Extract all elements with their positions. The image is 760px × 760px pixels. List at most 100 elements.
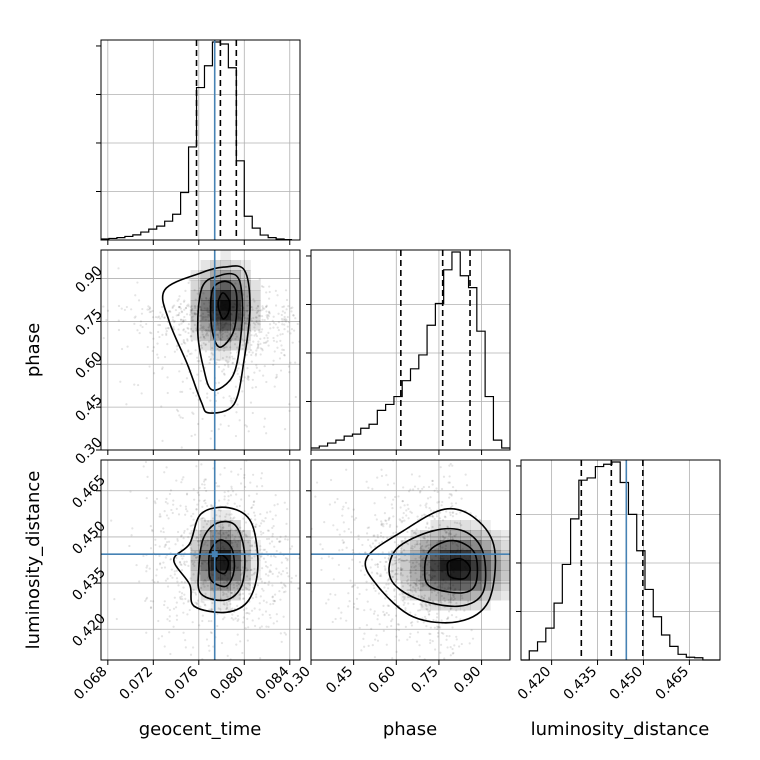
sample-point — [217, 509, 221, 512]
sample-point — [186, 528, 189, 531]
sample-point — [260, 533, 263, 536]
sample-point — [133, 322, 136, 325]
sample-point — [286, 508, 289, 511]
sample-point — [332, 666, 334, 668]
density-cell — [190, 570, 201, 581]
sample-point — [261, 328, 264, 331]
sample-point — [416, 620, 419, 623]
sample-point — [208, 319, 211, 323]
sample-point — [120, 347, 124, 351]
sample-point — [166, 618, 169, 621]
sample-point — [212, 645, 215, 648]
sample-point — [425, 502, 428, 505]
sample-point — [401, 592, 404, 595]
sample-point — [148, 306, 151, 309]
sample-point — [195, 537, 198, 540]
sample-point — [201, 330, 204, 333]
sample-point — [223, 603, 226, 606]
density-cell — [250, 540, 261, 551]
sample-point — [255, 319, 258, 323]
sample-point — [237, 582, 240, 585]
density-cell — [460, 580, 471, 591]
density-cell — [230, 300, 241, 311]
sample-point — [401, 499, 404, 503]
x-tick-label-phase-1: 0.45 — [323, 664, 356, 697]
sample-point — [320, 568, 323, 572]
sample-point — [185, 493, 189, 496]
sample-point — [171, 316, 174, 319]
sample-point — [415, 578, 418, 581]
sample-point — [386, 625, 389, 628]
sample-point — [196, 540, 200, 543]
sample-point — [417, 587, 420, 590]
sample-point — [260, 580, 264, 583]
sample-point — [357, 534, 360, 537]
sample-point — [391, 618, 394, 621]
sample-point — [170, 568, 173, 571]
sample-point — [314, 586, 316, 588]
sample-point — [195, 535, 198, 539]
sample-point — [243, 310, 246, 313]
sample-point — [397, 567, 400, 570]
density-cell — [420, 600, 431, 611]
sample-point — [421, 573, 425, 576]
sample-point — [262, 557, 266, 560]
sample-point — [217, 476, 219, 478]
sample-point — [405, 514, 408, 517]
sample-point — [426, 556, 429, 559]
sample-point — [412, 594, 415, 597]
sample-point — [149, 525, 152, 528]
sample-point — [225, 607, 228, 611]
sample-point — [232, 583, 235, 586]
sample-point — [236, 372, 239, 375]
sample-point — [183, 531, 186, 534]
sample-point — [425, 584, 428, 587]
sample-point — [220, 528, 223, 531]
sample-point — [279, 632, 282, 635]
sample-point — [268, 297, 271, 300]
sample-point — [171, 511, 174, 515]
sample-point — [280, 640, 283, 643]
sample-point — [180, 318, 183, 322]
sample-point — [447, 532, 450, 535]
sample-point — [373, 656, 377, 659]
sample-point — [350, 531, 353, 534]
density-cell — [430, 530, 441, 541]
density-cell — [460, 520, 471, 531]
sample-point — [272, 315, 275, 318]
sample-point — [190, 434, 193, 438]
sample-point — [282, 597, 284, 599]
sample-point — [403, 519, 406, 522]
contour-geocent_time-phase-3 — [217, 292, 231, 320]
sample-point — [158, 335, 161, 339]
sample-point — [250, 353, 253, 357]
density-cell — [190, 290, 201, 301]
sample-point — [286, 559, 289, 562]
sample-point — [450, 493, 453, 496]
sample-point — [376, 563, 379, 566]
sample-point — [414, 565, 417, 568]
density-cell — [240, 270, 251, 281]
sample-point — [187, 281, 190, 284]
sample-point — [230, 397, 233, 400]
sample-point — [333, 501, 337, 504]
sample-point — [281, 348, 284, 351]
sample-point — [356, 586, 359, 589]
sample-point — [380, 540, 384, 543]
sample-point — [197, 536, 200, 539]
sample-point — [253, 607, 256, 610]
sample-point — [196, 599, 200, 602]
sample-point — [414, 613, 417, 616]
sample-point — [448, 634, 451, 638]
sample-point — [210, 537, 214, 541]
sample-point — [292, 314, 295, 317]
sample-point — [201, 333, 204, 336]
density-cell — [480, 550, 491, 561]
density-cell — [210, 300, 221, 311]
sample-point — [169, 557, 173, 561]
density-cell — [220, 540, 231, 551]
sample-point — [276, 294, 279, 297]
sample-point — [216, 485, 219, 488]
sample-point — [314, 526, 316, 528]
